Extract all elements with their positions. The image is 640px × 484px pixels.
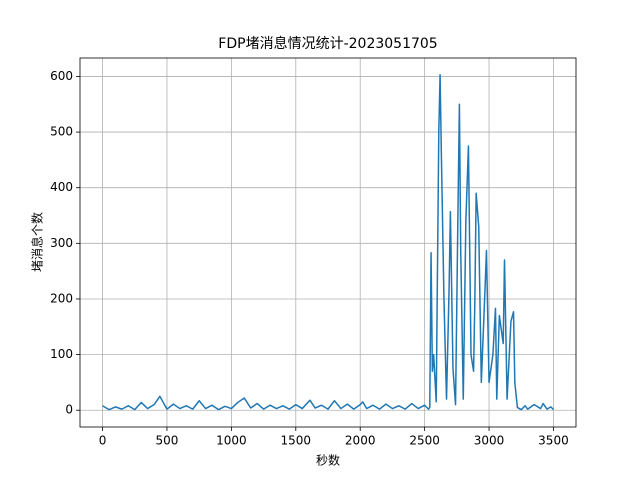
data-line	[102, 74, 555, 411]
y-tick-label: 300	[50, 236, 73, 250]
y-tick-label: 500	[50, 125, 73, 139]
y-axis-label: 堵消息个数	[30, 212, 45, 272]
x-tick-label: 2000	[345, 434, 376, 448]
y-tick-label: 200	[50, 291, 73, 305]
x-tick-label: 1000	[216, 434, 247, 448]
x-tick-label: 0	[99, 434, 107, 448]
y-tick-label: 0	[65, 403, 73, 417]
x-tick-label: 1500	[281, 434, 312, 448]
x-tick-label: 2500	[409, 434, 440, 448]
x-axis-label: 秒数	[316, 453, 340, 468]
x-tick-label: 500	[156, 434, 179, 448]
y-tick-label: 100	[50, 347, 73, 361]
y-tick-label: 400	[50, 180, 73, 194]
chart-title: FDP堵消息情况统计-2023051705	[218, 35, 437, 52]
x-tick-label: 3500	[538, 434, 569, 448]
plot-frame	[79, 57, 577, 428]
x-tick-label: 3000	[474, 434, 505, 448]
y-tick-label: 600	[50, 69, 73, 83]
